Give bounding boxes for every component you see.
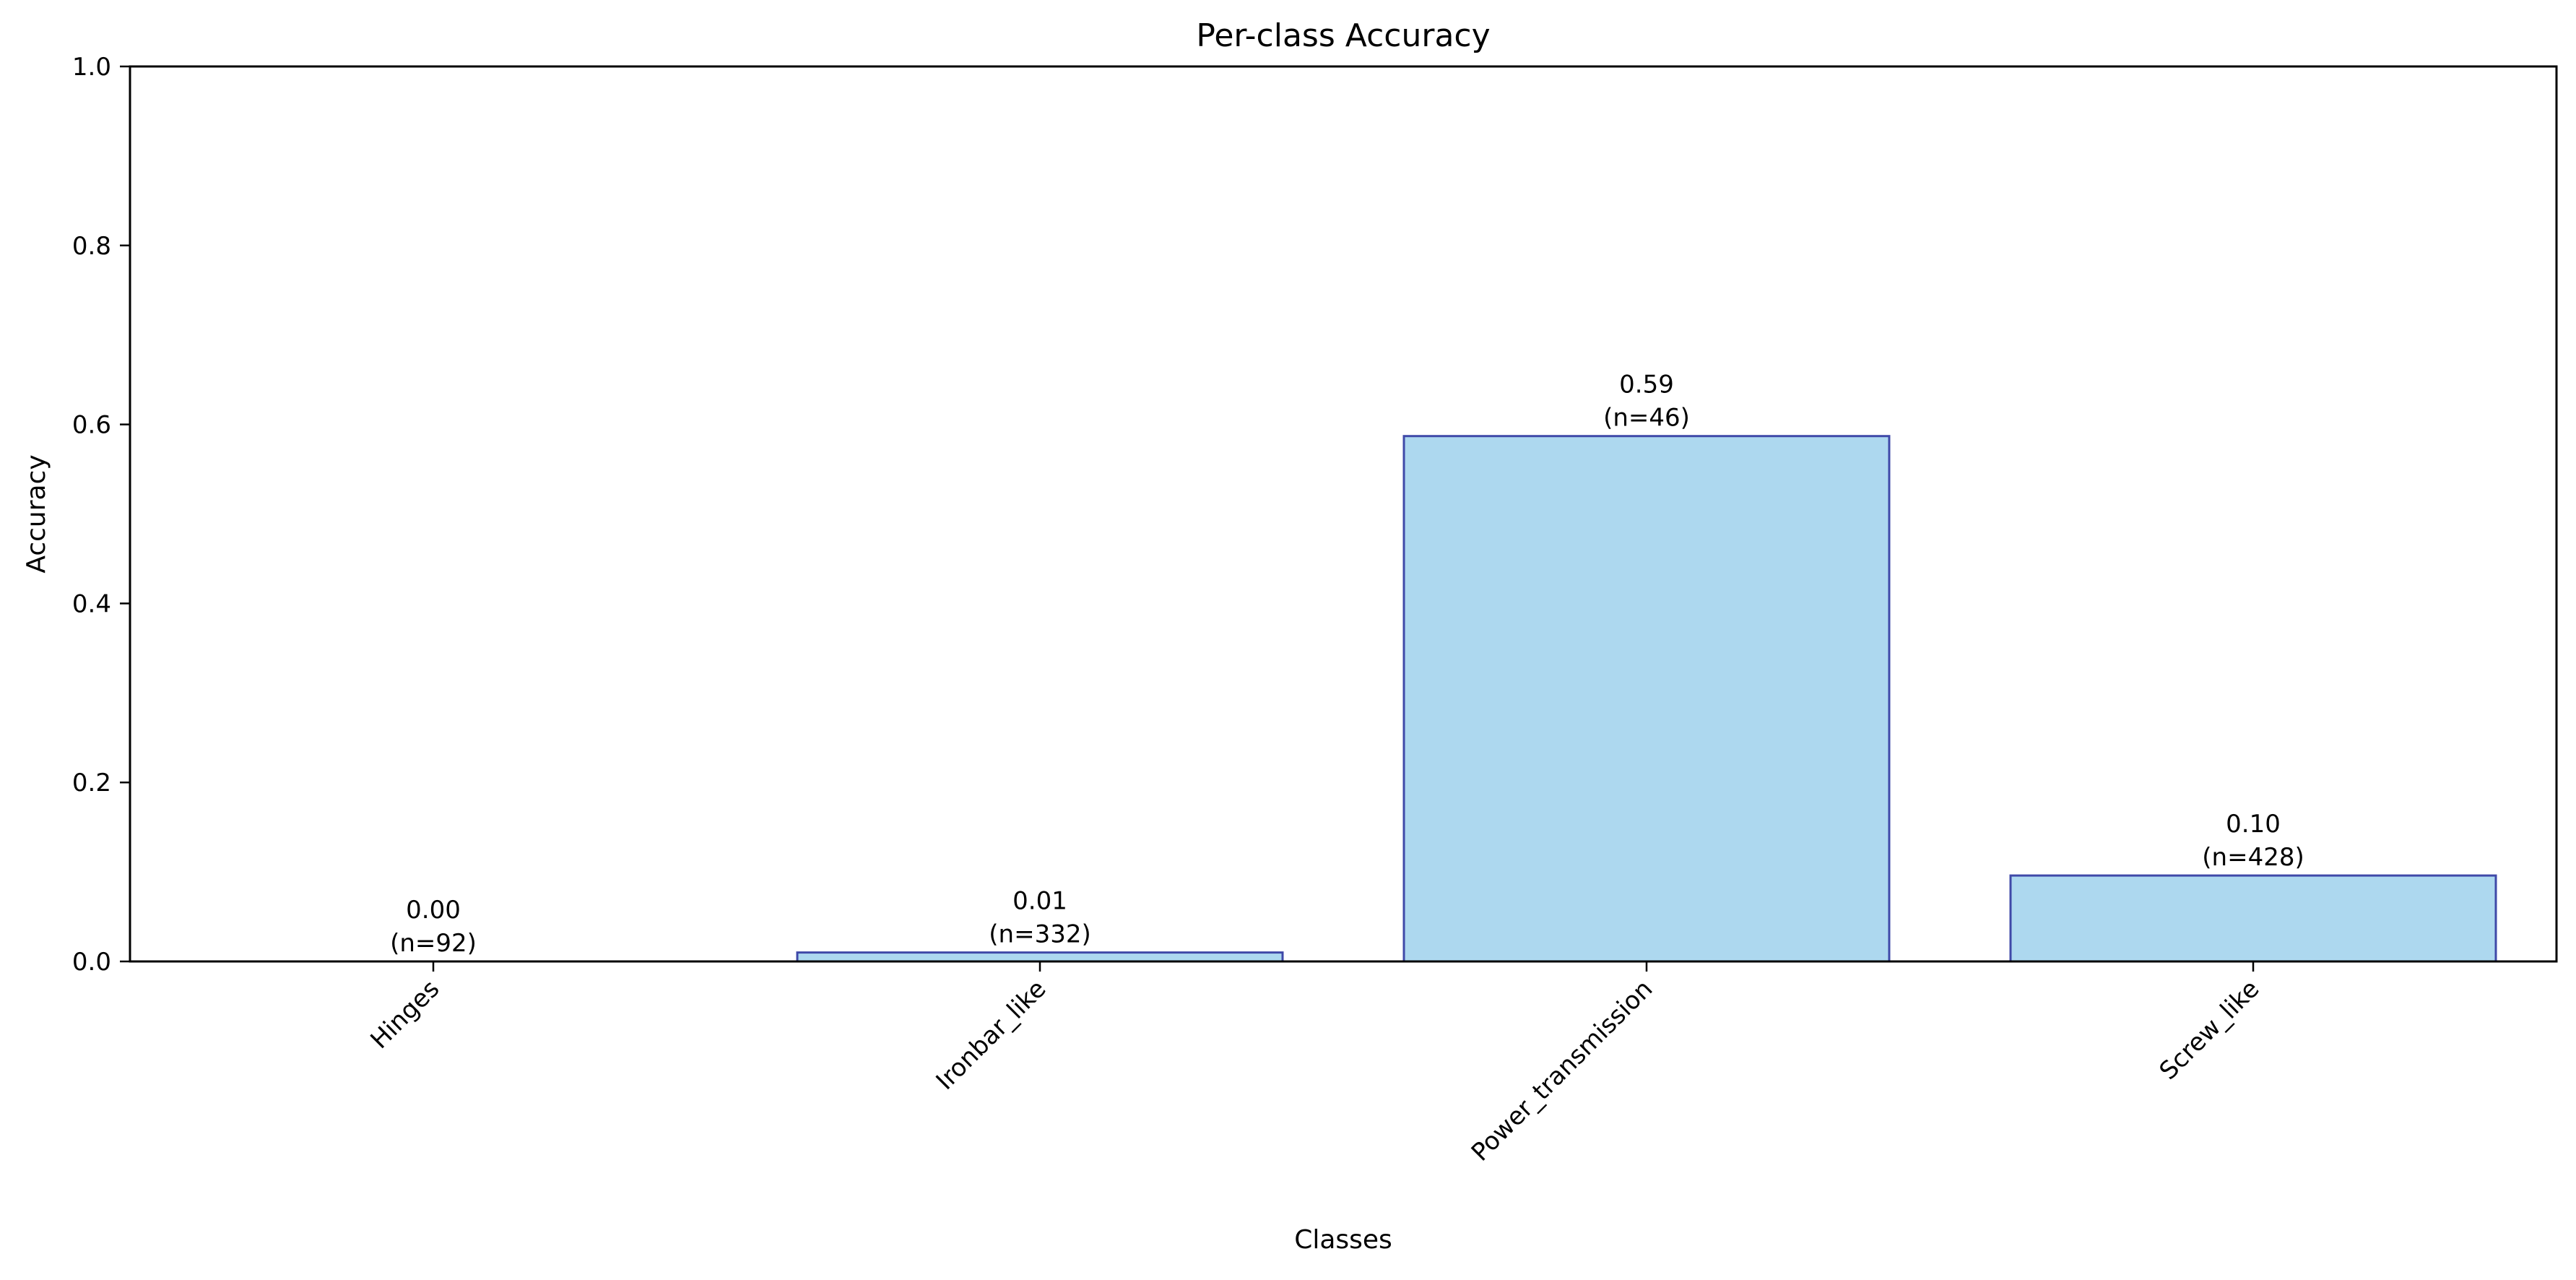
bars-layer [796,435,2497,963]
x-tick-label: Screw_like [2154,974,2265,1086]
bar-ironbar-like [796,951,1284,963]
bar-value-label: 0.00 [406,896,461,925]
bar-power-transmission [1402,435,1891,963]
y-axis-ticks: 0.0 0.2 0.4 0.6 0.8 1.0 [72,53,130,977]
x-axis-title: Classes [1294,1225,1392,1255]
chart-title: Per-class Accuracy [1196,17,1490,54]
bar-count-label: (n=428) [2202,843,2304,872]
bar-screw-like [2009,874,2497,963]
x-tick-label: Power_transmission [1466,974,1659,1167]
bar-value-label: 0.59 [1619,371,1674,399]
y-tick-label: 0.4 [72,589,111,618]
y-tick-label: 0.0 [72,948,111,977]
plot-area-frame [129,65,2558,963]
y-tick-label: 0.2 [72,769,111,797]
bar-value-label: 0.01 [1012,887,1067,916]
bar-count-label: (n=92) [390,929,477,958]
bar-count-label: (n=46) [1603,404,1690,433]
bar-data-labels: (n=92) 0.00 (n=332) 0.01 (n=46) 0.59 (n=428) 0.… [390,371,2304,958]
y-tick-label: 1.0 [72,53,111,82]
y-tick-label: 0.8 [72,232,111,261]
y-tick-label: 0.6 [72,411,111,440]
y-axis-title: Accuracy [22,454,51,573]
x-tick-label: Hinges [365,974,446,1055]
bar-count-label: (n=332) [989,920,1090,949]
bar-value-label: 0.10 [2226,810,2281,839]
x-axis-ticks: Hinges Ironbar_like Power_transmission Scre… [365,961,2265,1167]
x-tick-label: Ironbar_like [931,974,1052,1096]
